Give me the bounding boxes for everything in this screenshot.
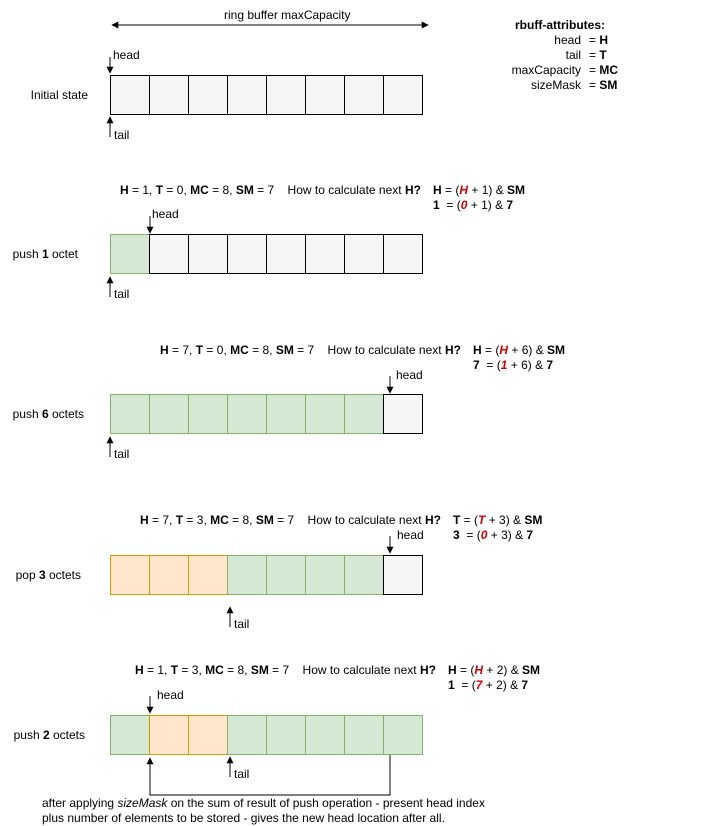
formula-3b: 3 = (0 + 3) & 7: [453, 528, 534, 542]
state-line-2: H = 7, T = 0, MC = 8, SM = 7 How to calc…: [160, 343, 461, 357]
buffer-cell-7: [383, 75, 423, 115]
buffer-row-push-2: [110, 715, 423, 755]
footnote-line-1: after applying sizeMask on the sum of re…: [42, 796, 485, 810]
buffer-cell-6: [344, 715, 384, 755]
head-pointer-label: head: [113, 48, 140, 62]
attribute-tail: tail = T: [565, 48, 607, 62]
step-label-pop-3: pop 3 octets: [15, 568, 81, 582]
buffer-cell-4: [266, 234, 306, 274]
buffer-cell-0: [110, 234, 150, 274]
head-pointer-label: head: [397, 528, 424, 542]
tail-pointer-label: tail: [114, 128, 130, 142]
buffer-cell-0: [110, 715, 150, 755]
tail-pointer-label: tail: [234, 617, 250, 631]
buffer-cell-6: [344, 555, 384, 595]
attributes-title: rbuff-attributes:: [515, 18, 605, 32]
formula-4a: H = (H + 2) & SM: [448, 663, 541, 677]
buffer-cell-6: [344, 234, 384, 274]
formula-4b: 1 = (7 + 2) & 7: [448, 678, 529, 692]
head-pointer-label: head: [396, 368, 423, 382]
buffer-cell-0: [110, 394, 150, 434]
buffer-cell-3: [227, 555, 267, 595]
buffer-cell-5: [305, 715, 345, 755]
buffer-cell-1: [149, 394, 189, 434]
head-pointer-label: head: [152, 207, 179, 221]
buffer-cell-5: [305, 394, 345, 434]
buffer-cell-4: [266, 555, 306, 595]
buffer-cell-1: [149, 234, 189, 274]
buffer-row-initial: [110, 75, 423, 115]
buffer-cell-2: [188, 715, 228, 755]
buffer-cell-5: [305, 234, 345, 274]
state-line-3: H = 7, T = 3, MC = 8, SM = 7 How to calc…: [140, 513, 441, 527]
buffer-cell-1: [149, 75, 189, 115]
buffer-cell-2: [188, 234, 228, 274]
step-label-push-6: push 6 octets: [12, 407, 84, 421]
step-label-push-2: push 2 octets: [13, 728, 85, 742]
buffer-cell-2: [188, 555, 228, 595]
buffer-cell-4: [266, 715, 306, 755]
attribute-sizemask: sizeMask = SM: [530, 78, 618, 92]
tail-pointer-label: tail: [114, 287, 130, 301]
buffer-cell-5: [305, 555, 345, 595]
buffer-cell-1: [149, 555, 189, 595]
buffer-row-push-1: [110, 234, 423, 274]
tail-pointer-label: tail: [114, 447, 130, 461]
formula-2b: 7 = (1 + 6) & 7: [473, 358, 554, 372]
head-pointer-label: head: [157, 688, 184, 702]
buffer-cell-2: [188, 75, 228, 115]
attribute-head: head = H: [554, 33, 609, 47]
capacity-label: ring buffer maxCapacity: [224, 8, 351, 22]
buffer-cell-3: [227, 394, 267, 434]
formula-1a: H = (H + 1) & SM: [433, 183, 526, 197]
attribute-maxcapacity: maxCapacity = MC: [511, 63, 619, 77]
buffer-row-push-6: [110, 394, 423, 434]
buffer-cell-7: [383, 715, 423, 755]
wrap-around-arrow: [146, 755, 391, 796]
buffer-cell-1: [149, 715, 189, 755]
formula-1b: 1 = (0 + 1) & 7: [433, 198, 514, 212]
buffer-cell-4: [266, 394, 306, 434]
buffer-cell-0: [110, 75, 150, 115]
buffer-cell-3: [227, 75, 267, 115]
step-label-initial: Initial state: [30, 88, 88, 102]
buffer-cell-7: [383, 394, 423, 434]
buffer-cell-0: [110, 555, 150, 595]
formula-2a: H = (H + 6) & SM: [473, 343, 566, 357]
buffer-cell-7: [383, 234, 423, 274]
buffer-row-pop-3: [110, 555, 423, 595]
formula-3a: T = (T + 3) & SM: [453, 513, 543, 527]
buffer-cell-3: [227, 234, 267, 274]
buffer-cell-6: [344, 394, 384, 434]
buffer-cell-6: [344, 75, 384, 115]
buffer-cell-7: [383, 555, 423, 595]
buffer-cell-2: [188, 394, 228, 434]
step-label-push-1: push 1 octet: [12, 247, 78, 261]
tail-pointer-label: tail: [234, 767, 250, 781]
state-line-4: H = 1, T = 3, MC = 8, SM = 7 How to calc…: [135, 663, 436, 677]
buffer-cell-5: [305, 75, 345, 115]
state-line-1: H = 1, T = 0, MC = 8, SM = 7 How to calc…: [120, 183, 421, 197]
buffer-cell-4: [266, 75, 306, 115]
footnote-line-2: plus number of elements to be stored - g…: [42, 811, 445, 825]
buffer-cell-3: [227, 715, 267, 755]
